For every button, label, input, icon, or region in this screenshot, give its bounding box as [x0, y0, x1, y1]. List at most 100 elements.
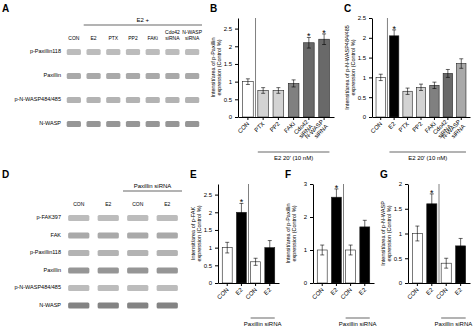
band	[127, 250, 148, 256]
tick: E2	[387, 117, 397, 130]
tick-mark	[446, 283, 447, 286]
error-bar	[406, 88, 410, 94]
tick-mark	[405, 184, 408, 185]
y-axis: 00.511.522.5	[204, 185, 219, 287]
band	[106, 73, 120, 79]
column-label: PTX	[108, 35, 118, 41]
error-bar	[246, 79, 250, 85]
tick: N-WASPsiRNA	[304, 117, 330, 144]
error-bar	[446, 69, 450, 77]
tick-label: 3	[304, 181, 308, 187]
tick-label: 1	[229, 79, 233, 85]
error-bar	[432, 82, 436, 88]
tick-label: CON	[244, 287, 258, 301]
tick-mark	[405, 234, 408, 235]
tick-label: PP2	[411, 120, 424, 133]
tick-label: 2.5	[358, 15, 367, 21]
tick-label: 1	[399, 231, 403, 237]
band	[165, 97, 179, 103]
tick-label: 0	[209, 280, 213, 286]
tick-mark	[405, 283, 408, 284]
tick: PP2	[411, 117, 424, 133]
significance: *	[307, 31, 311, 41]
divider	[248, 184, 249, 283]
tick-label: CON	[370, 121, 384, 135]
tick-label: E2	[234, 286, 244, 296]
plot-area	[317, 184, 369, 283]
tick-label: E2	[358, 286, 368, 296]
band	[146, 49, 160, 55]
bar	[319, 39, 330, 117]
x-axis: CONE2CONE2	[311, 283, 374, 300]
band	[165, 49, 179, 55]
panel-label: C	[344, 3, 351, 14]
y-axis: 0123	[304, 181, 314, 286]
panel: C00.511.522.5CONE2PTXPP2FAKiCdo42siRNAN-…	[344, 3, 471, 161]
band	[185, 73, 199, 79]
bracket	[84, 25, 202, 26]
tick: 1	[304, 247, 313, 253]
tick-label: 0	[304, 280, 308, 286]
row-label: N-WASP	[39, 120, 61, 126]
panel-label: E	[190, 169, 197, 180]
tick-mark	[215, 265, 218, 266]
tick-label: CON	[435, 287, 449, 301]
tick: 0.5	[358, 95, 372, 101]
band	[68, 215, 89, 221]
bracket-label: E2 20' (10 nM)	[408, 155, 447, 161]
tick-label: E2	[329, 286, 339, 296]
bar	[273, 90, 284, 117]
tick-mark	[394, 117, 395, 120]
band	[98, 303, 119, 309]
axis-line	[238, 19, 239, 118]
band	[146, 121, 160, 127]
error-bar	[459, 59, 463, 69]
tick-mark	[364, 283, 365, 286]
tick-label: 0	[363, 114, 367, 120]
tick-mark	[461, 117, 462, 120]
column-label: CON	[73, 201, 85, 207]
axis-line	[218, 185, 219, 284]
tick-label: E2	[263, 286, 273, 296]
tick-mark	[431, 283, 432, 286]
axis-line	[313, 185, 314, 284]
tick-mark	[310, 250, 313, 251]
tick-mark	[350, 283, 351, 286]
band	[98, 233, 119, 239]
tick-mark	[215, 283, 218, 284]
tick-mark	[215, 212, 218, 213]
tick-mark	[369, 58, 372, 59]
tick-mark	[369, 18, 372, 19]
panel: DPaxillin siRNACONE2CONE2p-FAK397FAKp-Pa…	[2, 169, 182, 309]
tick-mark	[447, 117, 448, 120]
bar	[331, 197, 341, 283]
band	[127, 233, 148, 239]
tick: 0.5	[394, 256, 408, 262]
band	[157, 233, 178, 239]
tick-label: CON	[406, 287, 420, 301]
tick-mark	[241, 283, 242, 286]
bracket-label: E2 +	[137, 17, 150, 23]
tick-label: 2	[363, 35, 367, 41]
bracket-label: Paxillin siRNA	[134, 183, 172, 189]
axis-line	[239, 117, 335, 118]
tick: 0	[304, 280, 313, 286]
tick: 2.5	[204, 192, 218, 198]
tick: E2	[425, 283, 435, 296]
bracket-label: Paxillin siRNA	[435, 321, 473, 327]
bracket	[258, 152, 330, 153]
band	[127, 268, 148, 274]
tick: CON	[339, 283, 353, 300]
plot-area	[243, 18, 330, 117]
tick: CON	[406, 283, 420, 300]
tick-mark	[434, 117, 435, 120]
bracket	[441, 318, 466, 319]
band	[157, 303, 178, 309]
tick-mark	[407, 117, 408, 120]
bar	[416, 87, 425, 117]
band	[67, 49, 81, 55]
band	[86, 49, 100, 55]
band	[67, 73, 81, 79]
y-axis-title: Intensit/area of p-N-WASP484/485expressi…	[344, 25, 356, 109]
band	[127, 303, 148, 309]
